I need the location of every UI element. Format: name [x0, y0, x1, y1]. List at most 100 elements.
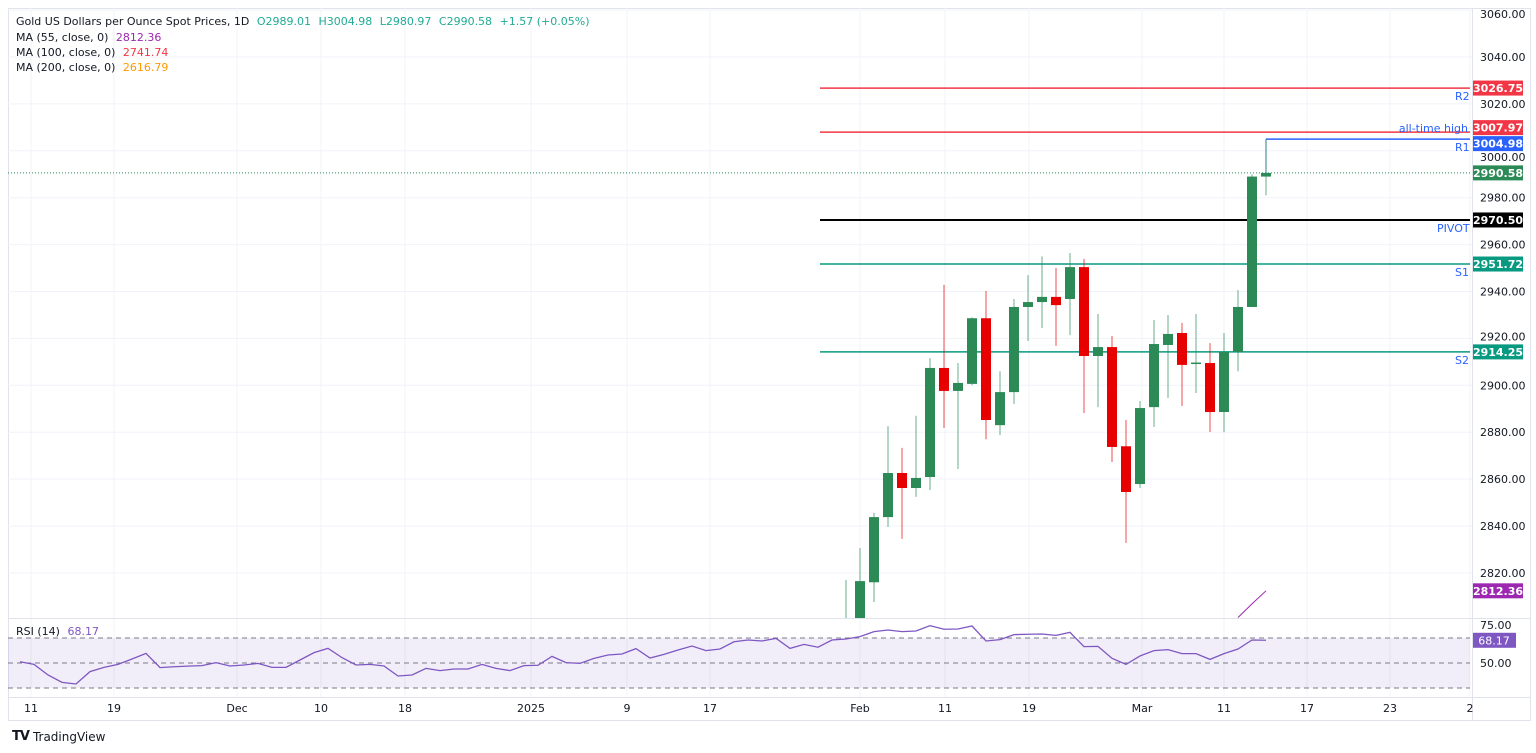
price-axis[interactable]: 3060.00 3040.00 3020.00 3000.00 2980.00 2960.… — [1480, 8, 1526, 580]
price-tick-label: 2840.00 — [1480, 520, 1526, 533]
pivot-levels: R2 R1 PIVOT S1 S2 all-time high — [8, 87, 1470, 367]
level-tag-pivot-bg — [1473, 212, 1523, 228]
candles — [845, 139, 1271, 618]
price-tick-label: 3020.00 — [1480, 98, 1526, 111]
candle-down — [1205, 363, 1215, 413]
candle-up — [967, 318, 977, 384]
time-tick-label: Dec — [226, 702, 247, 715]
candle-down — [1079, 267, 1089, 356]
level-label-s2: S2 — [1455, 354, 1469, 367]
brand-name: TradingView — [32, 729, 106, 744]
time-tick-label: 2 — [1467, 702, 1474, 715]
rsi-tag-bg — [1473, 632, 1516, 648]
candle-up — [953, 382, 963, 391]
rsi-tick-label: 50.00 — [1480, 657, 1512, 670]
level-tag-r1-bg — [1473, 120, 1523, 136]
candle-up — [1009, 306, 1019, 393]
ma55-line — [1237, 590, 1267, 618]
ma55-legend[interactable]: MA (55, close, 0) 2812.36 — [16, 30, 165, 45]
candle-up — [1261, 172, 1271, 177]
candle-up — [1037, 296, 1047, 303]
candle-down — [1051, 296, 1061, 306]
candle-down — [1107, 347, 1117, 447]
candle-up — [1135, 408, 1145, 485]
candle-down — [897, 473, 907, 489]
symbol-legend: Gold US Dollars per Ounce Spot Prices, 1… — [16, 14, 594, 29]
low-value: L2980.97 — [379, 15, 432, 28]
high-value: H3004.98 — [318, 15, 373, 28]
level-tag-r2: 3026.75 — [1473, 82, 1523, 95]
grid — [8, 8, 1530, 720]
candle-up — [995, 392, 1005, 426]
time-tick-label: 17 — [1300, 702, 1314, 715]
ma100-legend[interactable]: MA (100, close, 0) 2741.74 — [16, 45, 172, 60]
level-tag-s1-bg — [1473, 256, 1523, 272]
rsi-line — [19, 624, 1267, 685]
candle-up — [925, 367, 935, 477]
time-tick-label: 11 — [938, 702, 952, 715]
time-axis[interactable]: 11 19 Dec 10 18 2025 9 17 Feb 11 19 Mar 11 17 23 2 — [24, 702, 1474, 715]
price-tick-label: 2980.00 — [1480, 192, 1526, 205]
level-tag-pivot: 2970.50 — [1473, 214, 1523, 227]
tradingview-logo-icon: TV — [12, 729, 30, 744]
price-tick-label: 2940.00 — [1480, 286, 1526, 299]
time-tick-label: 9 — [624, 702, 631, 715]
candle-up — [1233, 306, 1243, 353]
rsi-legend[interactable]: RSI (14) 68.17 — [16, 624, 103, 639]
candle-up — [1023, 302, 1033, 307]
ma55-polyline — [1237, 590, 1267, 618]
candle-down — [1121, 446, 1131, 492]
symbol-title: Gold US Dollars per Ounce Spot Prices, 1… — [16, 15, 250, 28]
candle-up — [1219, 352, 1229, 413]
time-tick-label: 17 — [703, 702, 717, 715]
time-tick-label: 19 — [107, 702, 121, 715]
candle-up — [1093, 347, 1103, 356]
close-value: C2990.58 — [438, 15, 493, 28]
level-tag-s1: 2951.72 — [1473, 258, 1523, 271]
candle-up — [1065, 267, 1075, 300]
ma200-legend[interactable]: MA (200, close, 0) 2616.79 — [16, 60, 172, 75]
chart-border — [8, 8, 1531, 721]
ma55-value: 2812.36 — [115, 31, 162, 44]
price-tick-label: 2880.00 — [1480, 426, 1526, 439]
level-tag-r1: 3007.97 — [1473, 122, 1523, 135]
time-tick-label: Feb — [850, 702, 869, 715]
price-tick-label: 3060.00 — [1480, 8, 1526, 21]
all-time-high-tag-bg — [1473, 136, 1523, 152]
last-price-tag-bg — [1473, 165, 1523, 181]
ma55-tag-bg — [1473, 583, 1523, 599]
all-time-high-tag: 3004.98 — [1473, 138, 1523, 151]
all-time-high-label: all-time high — [1399, 122, 1468, 135]
price-tick-label: 2820.00 — [1480, 567, 1526, 580]
level-tag-s2-bg — [1473, 344, 1523, 360]
ma100-value: 2741.74 — [122, 46, 169, 59]
price-tick-label: 2920.00 — [1480, 330, 1526, 343]
level-label-pivot: PIVOT — [1437, 222, 1470, 235]
price-tick-label: 3040.00 — [1480, 51, 1526, 64]
candle-up — [1191, 362, 1201, 365]
ma55-label: MA (55, close, 0) — [16, 31, 109, 44]
change-value: +1.57 (+0.05%) — [499, 15, 590, 28]
time-tick-label: 11 — [24, 702, 38, 715]
time-tick-label: 10 — [314, 702, 328, 715]
ma200-value: 2616.79 — [122, 61, 169, 74]
open-value: O2989.01 — [256, 15, 311, 28]
candle-down — [939, 367, 949, 391]
price-tags: 3026.75 3007.97 3004.98 2990.58 2970.50 2951.… — [1473, 80, 1523, 648]
rsi-pane: 75.00 50.00 — [8, 619, 1512, 689]
ma55-tag: 2812.36 — [1473, 585, 1523, 598]
level-label-r1: R1 — [1455, 141, 1470, 154]
candle-down — [1177, 333, 1187, 365]
time-tick-label: 2025 — [517, 702, 545, 715]
candle-down — [981, 318, 991, 421]
rsi-tick-label: 75.00 — [1480, 619, 1512, 632]
rsi-tag: 68.17 — [1478, 634, 1510, 647]
candle-up — [1149, 344, 1159, 408]
level-label-r2: R2 — [1455, 90, 1470, 103]
candle-up — [855, 581, 865, 618]
time-tick-label: 19 — [1022, 702, 1036, 715]
candle-up — [1247, 176, 1257, 307]
price-tick-label: 2860.00 — [1480, 473, 1526, 486]
time-tick-label: 18 — [398, 702, 412, 715]
